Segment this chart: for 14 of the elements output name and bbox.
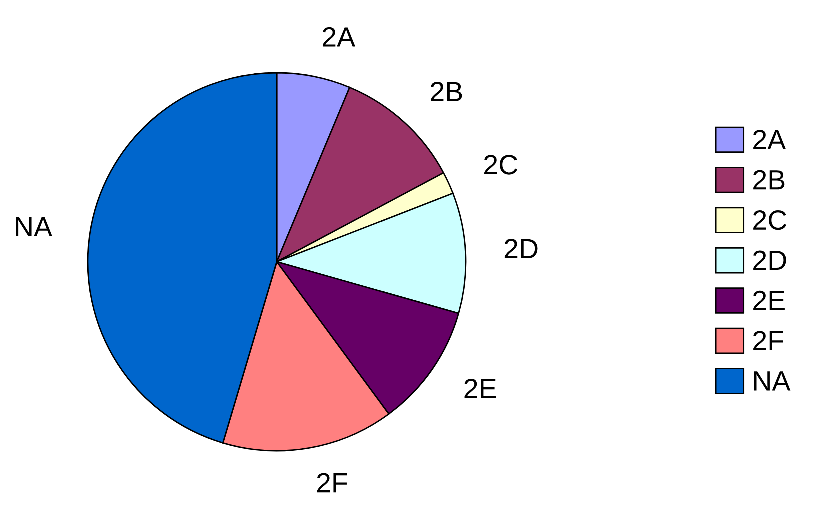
legend-label: 2C [754,210,787,230]
slice-label: NA [16,217,53,237]
legend-label: 2E [754,290,785,310]
legend-label: 2A [754,130,786,150]
slice-label: 2C [484,155,518,175]
legend-label: 2B [754,170,785,190]
slice-label: 2F [317,473,348,493]
legend-label: 2F [754,331,784,351]
slice-label: 2E [464,379,496,398]
legend-label: NA [754,372,791,391]
slice-label: 2A [322,27,356,47]
legend-label: 2D [754,250,786,270]
slice-label: 2B [431,82,462,102]
slice-label: 2D [504,239,538,258]
